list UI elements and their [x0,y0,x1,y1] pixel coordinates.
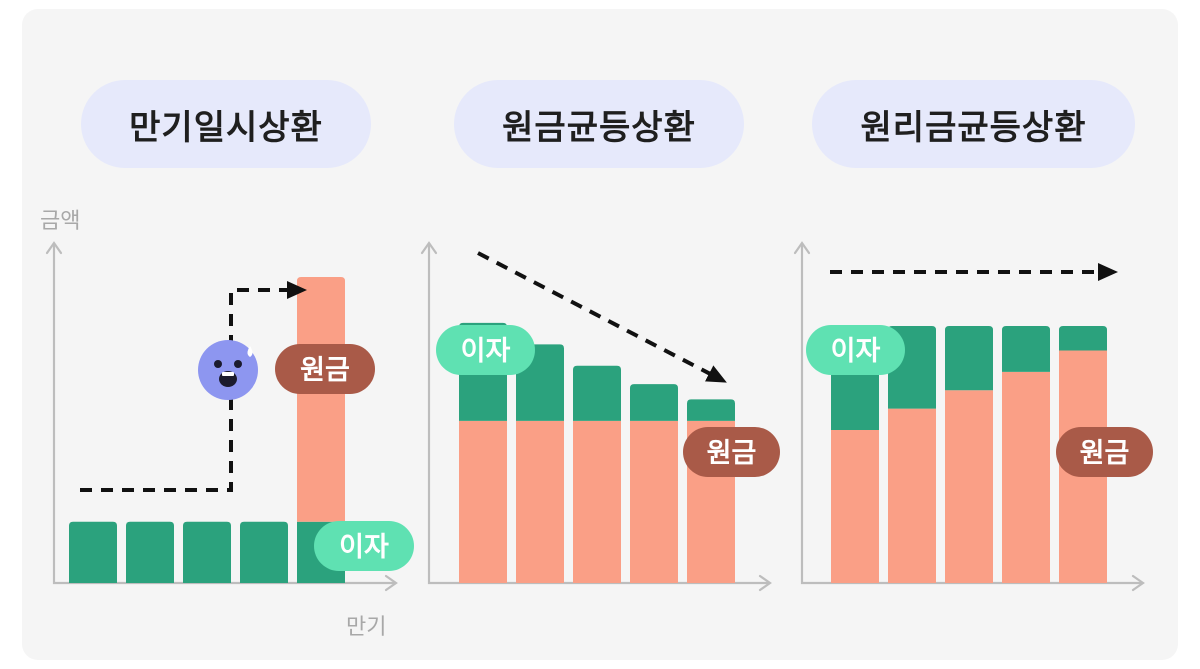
bar-interest-2 [126,521,174,583]
x-axis-arrow [1131,574,1145,592]
x-axis-label: 만기 [346,615,386,640]
tag-interest-label: 이자 [831,336,881,367]
tag-principal-label: 원금 [1080,438,1130,469]
tag-interest: 이자 [806,325,905,375]
bar-interest-4 [630,384,678,421]
tag-interest-bg [436,325,535,375]
tag-principal-bg [1056,427,1153,477]
tag-interest: 이자 [314,521,414,571]
chart-3: 원금 이자 [793,241,1153,592]
bar-principal-1 [459,420,507,583]
worried-face-icon [198,340,258,400]
tag-principal-label: 원금 [707,438,757,469]
bar-interest-3 [183,521,231,583]
bar-interest-5 [687,399,735,421]
face-eye-right [234,360,242,368]
tag-interest-label: 이자 [461,336,511,367]
bar-interest-4 [1002,325,1050,372]
bar-principal-4 [1002,371,1050,583]
tag-interest-bg [806,325,905,375]
bar-interest-1 [69,521,117,583]
tag-principal: 원금 [683,427,780,477]
bar-interest-3 [573,365,621,421]
bar-principal-5 [297,277,345,522]
bar-interest-5 [1059,325,1107,351]
tag-principal-bg [275,344,375,394]
x-axis-arrow [384,574,398,592]
bar-principal-3 [945,390,993,583]
tag-principal: 원금 [275,344,375,394]
bar-principal-1 [831,430,879,583]
tag-principal: 원금 [1056,427,1153,477]
y-axis-arrow [420,241,438,255]
bar-interest-3 [945,325,993,391]
bar-principal-3 [573,420,621,583]
tag-interest-bg [314,521,414,571]
trend-arrow [477,251,727,383]
chart-2: 원금 이자 [420,241,780,592]
bar-principal-2 [888,408,936,583]
chart-title-equal-principal: 원금균등상환 [454,80,744,168]
tag-principal-bg [683,427,780,477]
face-teeth [222,372,234,376]
y-axis-arrow [793,241,811,255]
chart-title-bullet: 만기일시상환 [81,80,371,168]
trend-arrow [80,281,307,492]
bar-principal-2 [516,420,564,583]
bar-interest-4 [240,521,288,583]
bar-principal-4 [630,420,678,583]
chart-title-equal-installment: 원리금균등상환 [812,80,1135,168]
tag-interest: 이자 [436,325,535,375]
face-circle [198,340,258,400]
y-axis-arrow [45,241,63,255]
tag-principal-label: 원금 [300,355,350,386]
tag-interest-label: 이자 [339,532,389,563]
y-axis-label: 금액 [40,209,80,234]
face-eye-left [214,360,222,368]
x-axis-arrow [758,574,772,592]
face-sweat-drop [247,346,253,357]
